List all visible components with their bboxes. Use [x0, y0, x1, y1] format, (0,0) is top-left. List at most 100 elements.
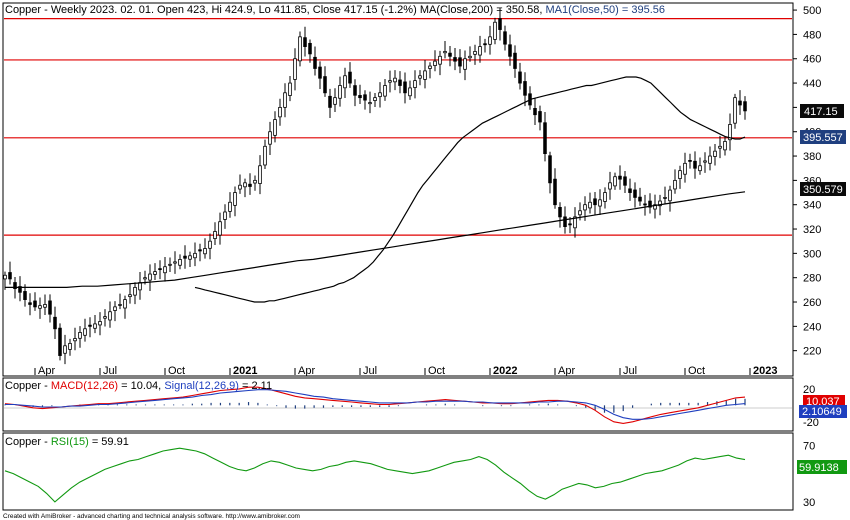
- svg-text:350.579: 350.579: [803, 184, 843, 196]
- candle-body: [208, 240, 212, 249]
- candle-body: [628, 188, 632, 193]
- candle-body: [73, 338, 77, 342]
- macd-tick-label: 20: [803, 384, 815, 396]
- candle-body: [373, 97, 377, 102]
- candle-body: [393, 77, 397, 83]
- candle-body: [458, 57, 462, 67]
- price-panel-frame: [2, 2, 794, 377]
- candle-body: [473, 51, 477, 55]
- time-tick-label: Oct: [428, 365, 445, 377]
- candle-body: [223, 211, 227, 220]
- signal-badge: 2.10649: [799, 405, 847, 418]
- candle-body: [363, 94, 367, 101]
- rsi-badge: 59.9138: [797, 460, 847, 474]
- price-axis: 2202402602803003203403603804004204404604…: [793, 5, 821, 358]
- rsi-axis: 30 70: [803, 440, 815, 509]
- macd-line: [4, 386, 746, 424]
- price-tick-label: 220: [803, 346, 821, 358]
- candle-body: [448, 52, 452, 57]
- macd-title: Copper - MACD(12,26) = 10.04, Signal(12,…: [5, 380, 272, 392]
- candle-body: [343, 75, 347, 89]
- candle-body: [518, 71, 522, 84]
- time-tick-label: Jul: [363, 365, 377, 377]
- candle-body: [153, 271, 157, 275]
- candle-body: [453, 57, 457, 62]
- candle-body: [253, 179, 257, 184]
- price-tick-label: 440: [803, 78, 821, 90]
- ma50-line: [194, 76, 746, 303]
- price-tick-label: 500: [803, 5, 821, 17]
- candle-body: [68, 342, 72, 350]
- candle-body: [258, 165, 262, 184]
- macd-panel-frame: [2, 377, 794, 432]
- candle-body: [338, 85, 342, 99]
- candle-body: [583, 204, 587, 211]
- candle-body: [718, 145, 722, 149]
- candle-body: [463, 58, 467, 70]
- candle-body: [563, 216, 567, 228]
- candle-body: [573, 216, 577, 229]
- candle-body: [443, 51, 447, 54]
- candle-body: [543, 122, 547, 155]
- macd-tick-label: -20: [803, 417, 819, 429]
- candle-body: [133, 287, 137, 296]
- candle-body: [668, 189, 672, 202]
- candle-body: [113, 306, 117, 311]
- candle-body: [653, 204, 657, 210]
- candle-body: [643, 203, 647, 206]
- candle-body: [28, 302, 32, 305]
- candle-body: [298, 36, 302, 62]
- time-tick-label: Jul: [623, 365, 637, 377]
- candle-body: [353, 85, 357, 96]
- candle-body: [673, 179, 677, 190]
- candle-body: [368, 102, 372, 105]
- candle-body: [618, 175, 622, 180]
- candle-body: [358, 95, 362, 99]
- time-tick-label: 2021: [233, 365, 257, 377]
- candle-body: [603, 192, 607, 202]
- candle-body: [188, 255, 192, 260]
- time-tick-label: Oct: [688, 365, 705, 377]
- candle-body: [118, 304, 122, 306]
- candle-body: [273, 119, 277, 136]
- candle-body: [413, 80, 417, 88]
- candle-body: [23, 291, 27, 300]
- svg-text:59.9138: 59.9138: [799, 462, 839, 474]
- price-tick-label: 280: [803, 273, 821, 285]
- candle-body: [568, 223, 572, 226]
- candle-body: [173, 261, 177, 264]
- svg-text:395.557: 395.557: [803, 132, 843, 144]
- price-tick-label: 340: [803, 200, 821, 212]
- candle-body: [193, 252, 197, 259]
- candle-body: [198, 249, 202, 252]
- macd-axis: -20 20: [803, 384, 819, 429]
- candle-body: [3, 274, 7, 280]
- time-tick-label: 2022: [493, 365, 517, 377]
- candle-body: [63, 345, 67, 354]
- svg-text:2.10649: 2.10649: [802, 406, 842, 418]
- candle-body: [233, 192, 237, 206]
- candle-body: [553, 178, 557, 206]
- candle-body: [438, 55, 442, 65]
- price-tick-label: 240: [803, 321, 821, 333]
- candle-body: [688, 159, 692, 162]
- candle-body: [263, 145, 267, 166]
- candle-body: [738, 100, 742, 106]
- candle-body: [323, 76, 327, 94]
- candle-body: [638, 196, 642, 202]
- candle-body: [428, 65, 432, 69]
- candle-body: [218, 221, 222, 236]
- candle-body: [348, 71, 352, 84]
- candle-body: [493, 21, 497, 40]
- candle-body: [333, 97, 337, 105]
- candle-body: [268, 131, 272, 145]
- candlestick-series: [3, 7, 747, 365]
- candle-body: [303, 37, 307, 47]
- candle-body: [523, 81, 527, 96]
- candle-body: [608, 182, 612, 190]
- candle-body: [468, 55, 472, 59]
- candle-body: [53, 316, 57, 330]
- candle-body: [708, 155, 712, 164]
